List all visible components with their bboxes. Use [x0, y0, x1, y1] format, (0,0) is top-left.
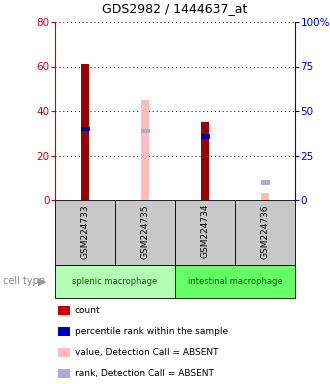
- Bar: [201, 134, 210, 139]
- Bar: [141, 100, 149, 200]
- Text: value, Detection Call = ABSENT: value, Detection Call = ABSENT: [75, 348, 218, 357]
- Bar: [141, 129, 149, 133]
- Text: GSM224733: GSM224733: [81, 204, 89, 258]
- Bar: [260, 180, 270, 185]
- Bar: [82, 64, 88, 200]
- Bar: [175, 200, 235, 265]
- Text: GSM224734: GSM224734: [201, 204, 210, 258]
- Text: count: count: [75, 306, 100, 315]
- Text: GSM224736: GSM224736: [260, 204, 270, 258]
- Bar: [55, 200, 115, 265]
- Bar: [235, 200, 295, 265]
- Text: rank, Detection Call = ABSENT: rank, Detection Call = ABSENT: [75, 369, 214, 378]
- Bar: [81, 127, 89, 131]
- Bar: [201, 122, 209, 200]
- Text: cell type: cell type: [3, 276, 45, 286]
- Bar: [261, 193, 269, 200]
- Text: GSM224735: GSM224735: [141, 204, 149, 258]
- Bar: [175, 265, 295, 298]
- Text: GDS2982 / 1444637_at: GDS2982 / 1444637_at: [102, 3, 248, 15]
- Bar: [55, 265, 175, 298]
- Text: ▶: ▶: [38, 276, 46, 286]
- Text: percentile rank within the sample: percentile rank within the sample: [75, 327, 228, 336]
- Text: intestinal macrophage: intestinal macrophage: [188, 277, 282, 286]
- Bar: [115, 200, 175, 265]
- Text: splenic macrophage: splenic macrophage: [72, 277, 158, 286]
